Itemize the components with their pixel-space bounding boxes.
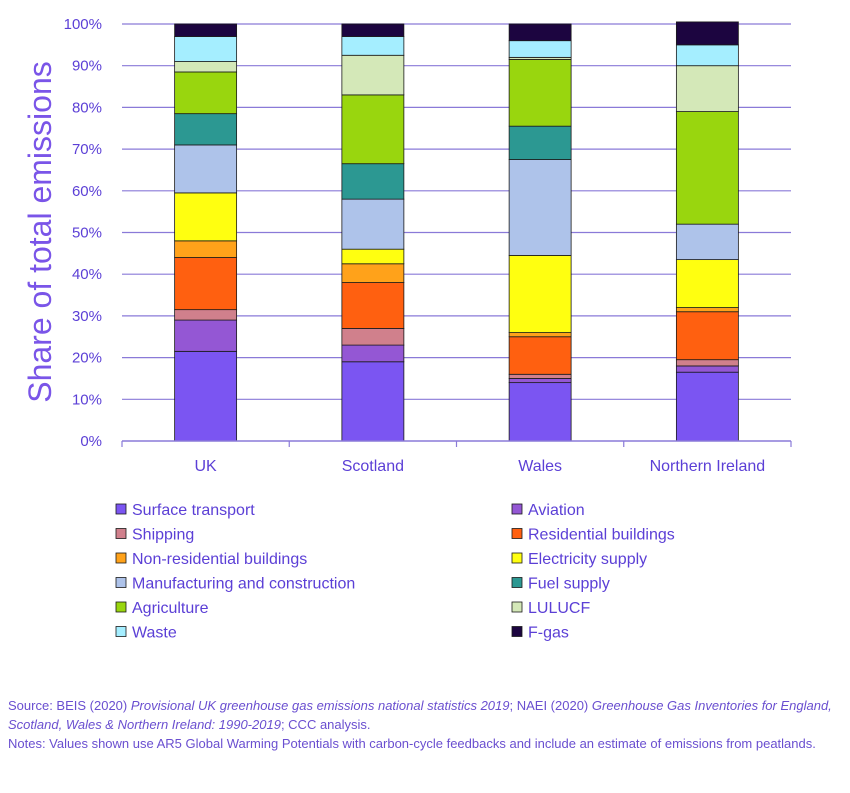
x-category-label: UK [195,458,218,475]
bar-segment [174,71,238,115]
bar-segment [508,336,572,375]
bar-segment [174,350,238,442]
legend-swatch [115,577,127,588]
y-tick-label: 10% [72,391,102,408]
bar-segment [341,198,405,250]
bar-segment [675,311,739,361]
bar-segment [174,192,238,242]
bar-segment [508,332,572,338]
bar-segment [508,378,572,384]
source-line: Source: BEIS (2020) Provisional UK green… [8,698,832,732]
y-tick-label: 70% [72,141,102,158]
bar-segment [341,328,405,346]
bar-segment [508,59,572,127]
y-tick-label: 20% [72,350,102,367]
legend-swatch [115,503,127,515]
legend-swatch [115,626,127,637]
bar-segment [174,257,238,311]
bar-segment [675,307,739,313]
y-axis-ticks: 0% 10% 20% 30% 40% 50% 60% 70% 80% 90% 100% [64,16,102,450]
legend-swatch [511,503,523,515]
legend-label: Residential buildings [528,527,675,544]
bar-segment [675,371,739,442]
bar-segment [508,125,572,160]
y-tick-label: 30% [72,308,102,325]
bar-segment [675,111,739,225]
bar-segment [174,309,238,321]
bars [174,21,739,442]
bar-segment [675,44,739,67]
bar-segment [675,259,739,308]
legend-swatch [511,528,523,539]
legend-label: Non-residential buildings [132,551,307,568]
legend-swatch [115,601,127,613]
bar-segment [341,23,405,37]
y-tick-label: 50% [72,225,102,242]
legend-label: F-gas [528,625,569,642]
bar-segment [341,344,405,363]
bar-segment [675,21,739,46]
legend-swatch [511,601,523,613]
y-axis-label: Share of total emissions [22,61,58,403]
bar-segment [341,54,405,96]
bar-segment [174,61,238,73]
bar-segment [341,248,405,265]
bar-segment [508,382,572,442]
bar-segment [508,159,572,256]
bar-segment [675,223,739,261]
bar-segment [174,23,238,37]
bar-segment [675,65,739,112]
bar-segment [508,255,572,333]
bar-segment [341,361,405,442]
stacked-bar-chart: 0% 10% 20% 30% 40% 50% 60% 70% 80% 90% 100% UK Scot… [22,16,792,642]
bar-segment [341,94,405,165]
legend-label: Aviation [528,502,585,519]
legend-label: LULUCF [528,600,590,617]
legend-swatch [115,528,127,539]
legend-label: Waste [132,625,177,642]
bar-segment [675,365,739,373]
bar-segment [341,36,405,56]
x-category-label: Northern Ireland [650,458,766,475]
bar-segment [508,40,572,58]
legend-label: Surface transport [132,502,255,519]
legend: Surface transport Aviation Shipping Residen… [115,502,675,642]
legend-label: Agriculture [132,600,209,617]
y-tick-label: 80% [72,99,102,116]
bar-segment [174,319,238,352]
y-tick-label: 100% [64,16,102,33]
bar-segment [174,113,238,146]
y-tick-label: 0% [80,433,102,450]
bar-segment [174,240,238,258]
bar-segment [341,263,405,283]
y-tick-label: 60% [72,183,102,200]
x-category-label: Wales [518,458,562,475]
legend-label: Fuel supply [528,576,610,593]
source-notes: Source: BEIS (2020) Provisional UK green… [8,696,848,753]
legend-swatch [511,626,523,637]
notes-line: Notes: Values shown use AR5 Global Warmi… [8,736,816,751]
bar-segment [675,359,739,367]
x-axis-labels: UK Scotland Wales Northern Ireland [195,458,766,475]
legend-label: Manufacturing and construction [132,576,355,593]
legend-label: Electricity supply [528,551,647,568]
legend-label: Shipping [132,527,194,544]
y-tick-label: 40% [72,266,102,283]
legend-swatch [511,552,523,564]
legend-swatch [115,552,127,564]
bar-segment [508,373,572,379]
bar-segment [174,36,238,62]
bar-segment [174,144,238,194]
x-category-label: Scotland [342,458,404,475]
legend-swatch [511,577,523,588]
bar-segment [341,282,405,329]
bar-segment [341,163,405,200]
bar-segment [508,23,572,42]
y-tick-label: 90% [72,58,102,75]
